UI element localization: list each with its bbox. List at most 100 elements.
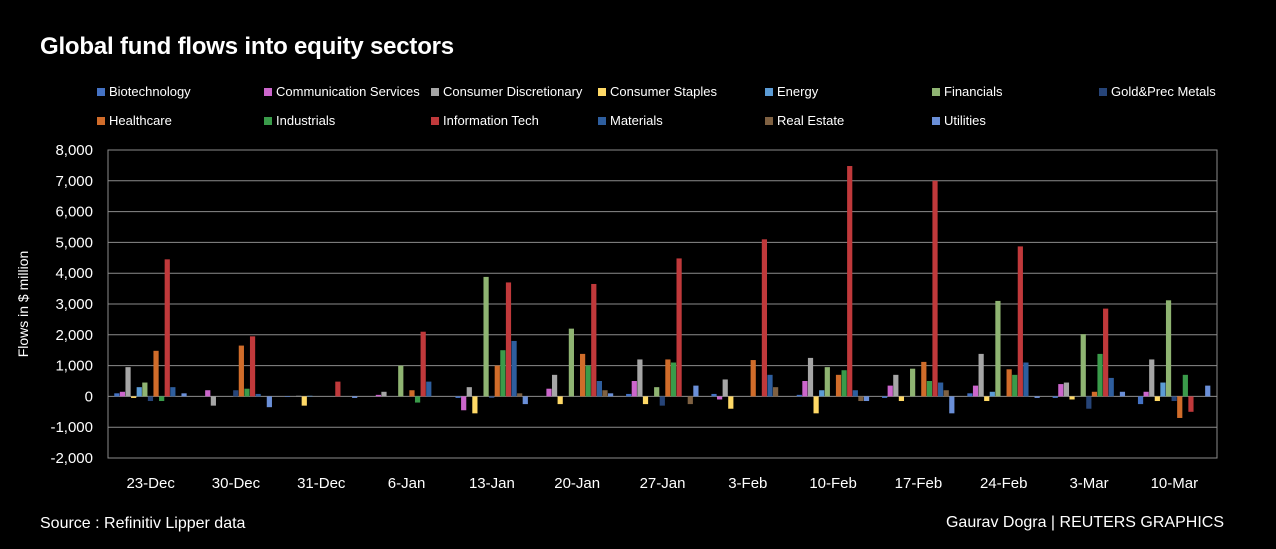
bar <box>568 328 574 397</box>
legend-swatch <box>1099 87 1107 96</box>
legend-label: Financials <box>944 84 1003 99</box>
bar <box>1069 396 1075 400</box>
bar <box>750 360 756 397</box>
bar <box>466 387 472 397</box>
bar <box>483 276 489 397</box>
legend-item: Financials <box>932 84 1003 99</box>
bar <box>1165 300 1172 397</box>
bar <box>659 396 665 406</box>
bar <box>546 388 552 397</box>
bar <box>637 359 643 397</box>
bar <box>205 390 211 397</box>
bar <box>244 388 250 397</box>
bar <box>1006 369 1012 397</box>
bar <box>938 382 944 397</box>
bar <box>1154 396 1160 402</box>
bar <box>1091 391 1098 397</box>
bar <box>210 396 216 406</box>
bar <box>1160 382 1166 397</box>
legend-swatch <box>598 87 606 96</box>
bar <box>500 350 506 397</box>
y-tick-label: 2,000 <box>55 327 93 344</box>
bar <box>949 396 955 414</box>
bar <box>898 396 905 402</box>
legend-item: Industrials <box>264 113 335 128</box>
bar <box>1108 377 1114 397</box>
legend-label: Information Tech <box>443 113 539 128</box>
bar <box>858 396 864 402</box>
bar <box>1017 246 1023 397</box>
x-tick-label: 24-Feb <box>980 475 1028 492</box>
bar <box>711 393 717 397</box>
bar <box>585 365 591 397</box>
bar <box>863 396 870 402</box>
y-tick-label: -2,000 <box>50 450 93 467</box>
legend-swatch <box>932 87 940 96</box>
legend-item: Utilities <box>932 113 986 128</box>
bar <box>494 365 500 397</box>
bar <box>181 393 187 397</box>
bar <box>631 381 637 397</box>
bar <box>972 385 979 397</box>
bar <box>1182 374 1188 397</box>
bar <box>607 393 614 397</box>
bar <box>1137 396 1144 405</box>
legend-item: Consumer Discretionary <box>431 84 582 99</box>
bar <box>773 387 779 397</box>
bar <box>352 396 358 398</box>
x-tick-label: 13-Jan <box>469 475 515 492</box>
legend-swatch <box>431 87 439 96</box>
bar <box>984 396 990 402</box>
bar <box>301 396 307 406</box>
bar <box>119 391 126 397</box>
bar <box>819 390 825 397</box>
bar <box>1058 384 1064 397</box>
bar <box>978 353 984 397</box>
bar <box>654 387 660 397</box>
bar <box>517 393 523 397</box>
x-tick-label: 3-Feb <box>728 475 767 492</box>
legend-swatch <box>598 116 606 125</box>
bar <box>114 393 120 397</box>
bar <box>159 396 165 402</box>
bar <box>802 381 808 397</box>
legend-label: Utilities <box>944 113 986 128</box>
bar <box>551 374 558 397</box>
bar <box>489 396 495 398</box>
bar <box>602 390 608 397</box>
bar <box>266 396 272 408</box>
bar <box>1012 374 1018 397</box>
legend-swatch <box>765 87 773 96</box>
x-tick-label: 17-Feb <box>895 475 943 492</box>
bar <box>414 396 421 403</box>
bar <box>249 336 256 397</box>
x-tick-label: 6-Jan <box>388 475 426 492</box>
bar <box>835 374 842 397</box>
bar <box>522 396 528 405</box>
bar <box>233 390 239 397</box>
bar <box>505 282 512 397</box>
legend-item: Materials <box>598 113 663 128</box>
bar <box>728 396 734 409</box>
bar <box>761 239 768 397</box>
bar <box>1119 391 1126 397</box>
bar <box>967 393 973 397</box>
legend-swatch <box>97 87 105 96</box>
bar <box>147 396 154 402</box>
y-tick-label: 3,000 <box>55 296 93 313</box>
legend-label: Biotechnology <box>109 84 191 99</box>
bar <box>136 387 142 397</box>
bar <box>1171 396 1177 402</box>
bar <box>824 367 830 397</box>
y-tick-label: 5,000 <box>55 234 93 251</box>
bar <box>170 387 176 397</box>
x-tick-label: 3-Mar <box>1069 475 1108 492</box>
bar <box>882 396 888 398</box>
bar <box>847 166 853 397</box>
legend-item: Gold&Prec Metals <box>1099 84 1216 99</box>
bar <box>717 396 723 400</box>
bar <box>852 390 858 397</box>
bar <box>142 382 148 397</box>
bar <box>307 395 313 397</box>
